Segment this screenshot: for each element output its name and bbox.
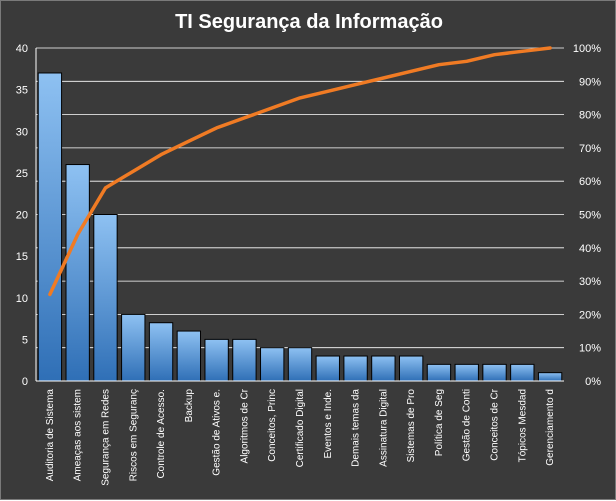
y2-tick-label: 10% bbox=[579, 343, 601, 355]
bar bbox=[176, 330, 202, 382]
bar bbox=[510, 363, 535, 382]
bar bbox=[148, 322, 174, 382]
y2-tick-label: 20% bbox=[579, 309, 601, 321]
bar bbox=[204, 338, 229, 382]
bar-series bbox=[37, 72, 563, 382]
bar bbox=[232, 338, 257, 382]
bar bbox=[65, 164, 90, 382]
chart-title: TI Segurança da Informação bbox=[175, 11, 443, 33]
x-tick-label: Algoritmos de Cr bbox=[239, 388, 250, 463]
y-tick-label: 40 bbox=[16, 43, 28, 55]
bar bbox=[371, 355, 396, 382]
x-tick-label: Eventos e Inde. bbox=[323, 389, 334, 459]
x-tick-label: Auditoria de Sistema bbox=[45, 389, 56, 482]
y2-tick-label: 100% bbox=[573, 43, 601, 55]
y2-tick-label: 30% bbox=[579, 276, 601, 288]
cumulative-line-series bbox=[48, 46, 552, 297]
bar bbox=[426, 363, 452, 382]
bar bbox=[398, 355, 424, 382]
x-tick-label: Backup bbox=[184, 389, 195, 423]
x-tick-label: Sistemas de Pro bbox=[406, 389, 417, 463]
x-tick-label: Segurança em Redes bbox=[101, 389, 112, 486]
x-tick-label: Riscos em Seguranç bbox=[128, 389, 139, 481]
y-tick-label: 5 bbox=[22, 334, 28, 346]
y-axis-left: 0 5 10 15 20 25 30 35 40 bbox=[16, 43, 28, 388]
x-axis: Auditoria de Sistema Ameaças aos sistem Se… bbox=[45, 388, 556, 485]
y2-tick-label: 70% bbox=[579, 143, 601, 155]
y2-tick-label: 50% bbox=[579, 210, 601, 222]
bar bbox=[121, 313, 146, 382]
y-axis-right: 0% 10% 20% 30% 40% 50% 60% 70% 80% 90% 100% bbox=[573, 43, 601, 388]
x-tick-label: Conceitos de Cr bbox=[490, 388, 501, 460]
x-tick-label: Controle de Acesso. bbox=[156, 389, 167, 479]
y-tick-label: 30 bbox=[16, 126, 28, 138]
y-tick-label: 35 bbox=[16, 85, 28, 97]
y-tick-label: 25 bbox=[16, 168, 28, 180]
x-tick-label: Política de Seg bbox=[434, 389, 445, 456]
x-tick-label: Gerenciamento d bbox=[545, 389, 556, 466]
bar bbox=[343, 355, 368, 382]
x-tick-label: Gestão de Conti bbox=[462, 389, 473, 461]
x-tick-label: Assinatura Digital bbox=[378, 389, 389, 467]
bar bbox=[537, 372, 563, 382]
bar bbox=[260, 347, 285, 382]
x-tick-label: Tópicos Mesdad bbox=[517, 389, 528, 462]
x-tick-label: Gestão de Ativos e. bbox=[212, 389, 223, 476]
x-tick-label: Certificado Digital bbox=[295, 389, 306, 467]
x-tick-label: Demais temas da bbox=[351, 389, 362, 467]
y-tick-label: 0 bbox=[22, 376, 28, 388]
bar bbox=[37, 72, 63, 382]
bar bbox=[454, 363, 479, 382]
y2-tick-label: 80% bbox=[579, 110, 601, 122]
bar bbox=[93, 214, 118, 382]
y2-tick-label: 40% bbox=[579, 243, 601, 255]
y-tick-label: 15 bbox=[16, 251, 28, 263]
cumulative-line bbox=[48, 46, 552, 297]
axes bbox=[35, 48, 564, 382]
x-tick-label: Ameaças aos sistem bbox=[73, 389, 84, 481]
y2-tick-label: 0% bbox=[585, 376, 601, 388]
bar bbox=[482, 363, 507, 382]
bar bbox=[287, 347, 313, 382]
y2-tick-label: 90% bbox=[579, 76, 601, 88]
y2-tick-label: 60% bbox=[579, 176, 601, 188]
bar bbox=[315, 355, 340, 382]
x-tick-label: Conceitos, Princ bbox=[267, 389, 278, 462]
y-tick-label: 10 bbox=[16, 293, 28, 305]
y-tick-label: 20 bbox=[16, 210, 28, 222]
